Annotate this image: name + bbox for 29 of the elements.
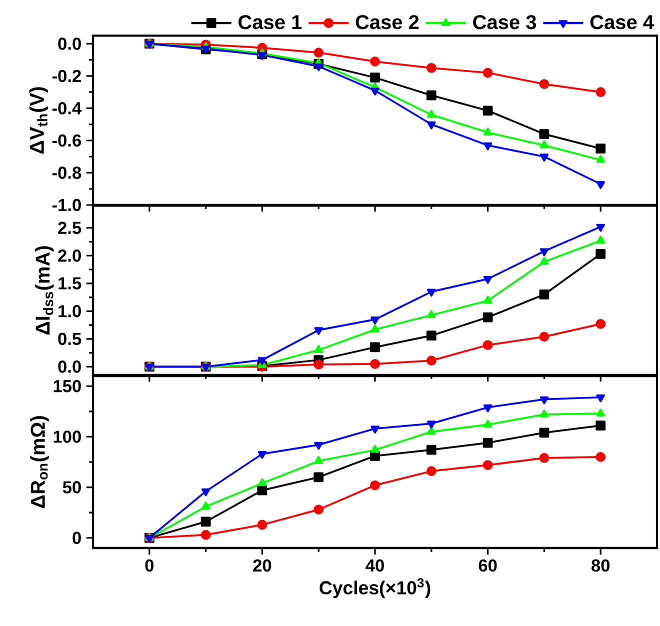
legend-label: Case 4 xyxy=(590,15,654,30)
y-axis-title: ΔR$_{on}$(mΩ) xyxy=(30,416,49,508)
y-tick-label: -0.8 xyxy=(52,166,82,179)
x-tick-label: 40 xyxy=(366,559,384,572)
y-tick-label: 1.5 xyxy=(58,277,82,290)
x-axis-title: Cycles(×10$^{3}$) xyxy=(320,578,430,598)
y-tick-label: 50 xyxy=(62,481,81,494)
legend-label: Case 1 xyxy=(238,15,302,30)
legend-label: Case 3 xyxy=(473,15,536,30)
y-tick-label: 0.0 xyxy=(58,38,81,50)
y-tick-label: 0 xyxy=(72,532,81,544)
x-tick-label: 60 xyxy=(478,559,497,572)
y-tick-label: -0.4 xyxy=(52,102,82,114)
y-tick-label: 150 xyxy=(54,380,81,392)
y-tick-label: -0.2 xyxy=(52,70,81,82)
y-tick-label: 1.0 xyxy=(58,305,81,318)
y-tick-label: 0.0 xyxy=(58,360,81,373)
x-tick-label: 0 xyxy=(145,559,154,572)
y-tick-label: -0.6 xyxy=(52,134,81,147)
x-tick-label: 20 xyxy=(253,559,272,572)
y-tick-label: 2.0 xyxy=(58,249,81,262)
y-tick-label: 2.5 xyxy=(58,222,82,234)
y-axis-title: ΔV$_{th}$(V) xyxy=(29,87,48,154)
y-tick-label: 100 xyxy=(54,430,81,443)
y-tick-label: 0.5 xyxy=(58,332,82,346)
legend-label: Case 2 xyxy=(356,15,419,30)
x-tick-label: 80 xyxy=(592,559,610,572)
y-axis-title: ΔI$_{dss}$(mA) xyxy=(35,246,54,335)
y-tick-label: -1.0 xyxy=(52,198,81,212)
